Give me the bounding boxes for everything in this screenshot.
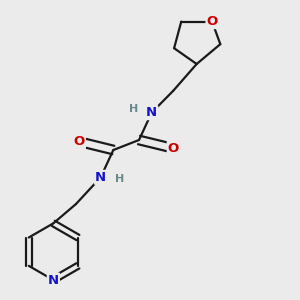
Text: O: O: [168, 142, 179, 155]
Text: H: H: [116, 174, 124, 184]
Text: N: N: [95, 171, 106, 184]
Text: N: N: [146, 106, 157, 119]
Text: O: O: [74, 135, 85, 148]
Text: H: H: [129, 104, 138, 114]
Text: N: N: [48, 274, 59, 286]
Text: O: O: [206, 15, 218, 28]
